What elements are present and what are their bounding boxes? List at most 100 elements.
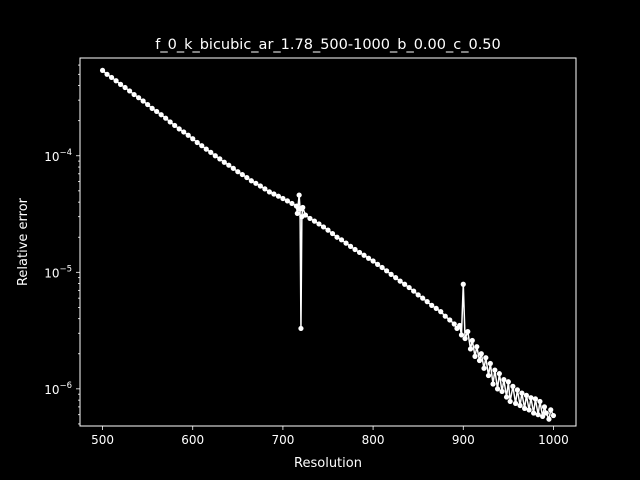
data-point bbox=[540, 413, 546, 420]
x-axis-ticks: 500 600 700 800 900 1000 bbox=[91, 426, 569, 447]
x-tick-label: 500 bbox=[91, 433, 114, 447]
y-tick-label: 10−5 bbox=[44, 264, 72, 280]
data-point bbox=[532, 396, 539, 402]
data-point bbox=[266, 189, 272, 195]
data-point bbox=[296, 192, 302, 198]
data-point bbox=[388, 271, 394, 277]
data-point bbox=[503, 394, 510, 400]
data-point bbox=[208, 149, 214, 155]
x-tick-label: 700 bbox=[271, 433, 294, 447]
y-tick-exponent: −5 bbox=[59, 264, 72, 274]
data-point bbox=[384, 268, 390, 274]
data-point bbox=[284, 198, 291, 204]
data-point bbox=[406, 284, 412, 291]
data-point bbox=[487, 360, 493, 367]
data-point bbox=[262, 186, 268, 192]
data-point bbox=[190, 136, 196, 142]
data-point bbox=[490, 381, 496, 387]
data-point bbox=[212, 153, 218, 159]
data-point bbox=[415, 292, 421, 298]
data-point bbox=[280, 195, 286, 202]
data-point bbox=[343, 240, 349, 246]
data-point bbox=[149, 105, 155, 111]
data-point bbox=[244, 174, 250, 181]
data-point bbox=[462, 335, 468, 342]
x-tick-label: 600 bbox=[181, 433, 204, 447]
data-point bbox=[172, 122, 178, 129]
data-point bbox=[136, 95, 142, 101]
data-point bbox=[485, 372, 492, 379]
data-point bbox=[235, 169, 241, 175]
data-point bbox=[154, 108, 160, 115]
data-point bbox=[316, 221, 322, 227]
data-point bbox=[104, 71, 110, 77]
data-point bbox=[457, 322, 463, 329]
data-point bbox=[347, 243, 354, 249]
y-tick-base: 10 bbox=[44, 150, 59, 164]
y-tick-label: 10−6 bbox=[44, 381, 72, 397]
data-point bbox=[420, 295, 426, 301]
data-point bbox=[221, 159, 227, 165]
axes-frame bbox=[79, 57, 577, 427]
data-point bbox=[522, 405, 528, 411]
data-point bbox=[512, 400, 519, 407]
data-point bbox=[356, 249, 363, 256]
data-point bbox=[543, 410, 549, 416]
data-point bbox=[185, 132, 191, 138]
chart-title: f_0_k_bicubic_ar_1.78_500-1000_b_0.00_c_… bbox=[155, 37, 501, 53]
data-point bbox=[402, 281, 408, 287]
data-point bbox=[199, 143, 205, 149]
data-point bbox=[483, 355, 489, 361]
data-point bbox=[458, 332, 465, 338]
data-point bbox=[531, 410, 537, 416]
data-point bbox=[176, 126, 182, 132]
data-point bbox=[492, 367, 498, 373]
data-point bbox=[108, 74, 115, 81]
data-point bbox=[476, 357, 483, 364]
data-point bbox=[275, 193, 281, 199]
y-axis-ticks: 10−4 10−5 10−6 bbox=[44, 64, 80, 425]
data-point bbox=[465, 328, 471, 335]
data-point bbox=[302, 212, 309, 218]
data-point bbox=[226, 162, 232, 168]
data-point bbox=[375, 261, 381, 267]
data-point bbox=[541, 404, 548, 410]
data-point bbox=[537, 398, 543, 405]
data-point bbox=[352, 246, 358, 253]
data-point bbox=[526, 407, 532, 413]
data-point bbox=[370, 258, 376, 264]
data-point bbox=[298, 325, 304, 332]
data-point bbox=[397, 278, 403, 284]
data-point bbox=[217, 156, 223, 162]
data-point bbox=[494, 386, 501, 392]
x-axis-label: Resolution bbox=[294, 456, 362, 471]
data-point bbox=[510, 383, 516, 389]
data-point bbox=[507, 398, 513, 405]
data-point bbox=[478, 351, 484, 357]
data-point bbox=[230, 165, 236, 171]
data-point bbox=[469, 337, 475, 344]
data-point bbox=[320, 224, 327, 230]
data-point bbox=[300, 204, 306, 211]
data-point bbox=[99, 67, 106, 74]
y-tick-exponent: −4 bbox=[59, 148, 72, 158]
data-point bbox=[194, 139, 200, 146]
data-point bbox=[127, 88, 133, 94]
data-point bbox=[140, 98, 146, 104]
data-point bbox=[117, 81, 124, 87]
data-point bbox=[131, 91, 137, 98]
x-tick-label: 800 bbox=[362, 433, 385, 447]
y-tick-exponent: −6 bbox=[59, 381, 72, 391]
data-point bbox=[472, 353, 478, 359]
data-point bbox=[122, 84, 128, 91]
data-point bbox=[248, 178, 254, 184]
data-point bbox=[496, 371, 502, 377]
data-point bbox=[167, 119, 173, 125]
data-point bbox=[311, 218, 318, 224]
data-point bbox=[474, 344, 480, 350]
plot-area bbox=[79, 57, 577, 427]
data-point bbox=[438, 309, 444, 315]
data-point bbox=[442, 313, 448, 319]
data-point bbox=[294, 210, 300, 217]
